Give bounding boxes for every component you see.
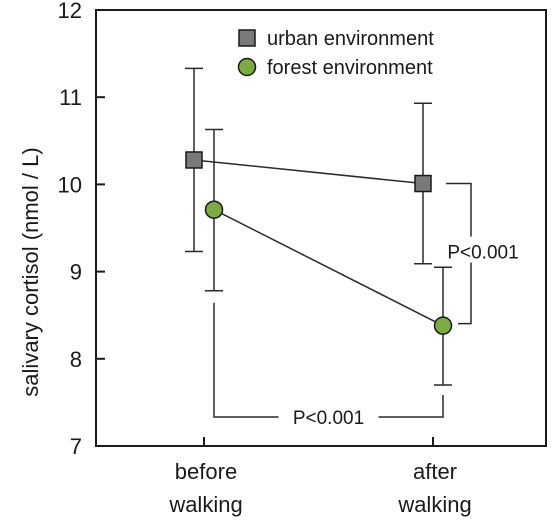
data-point-circle <box>433 316 453 335</box>
y-tick-label: 8 <box>70 347 82 372</box>
p-value-label: P<0.001 <box>447 243 518 264</box>
legend-label: forest environment <box>267 57 433 79</box>
axes <box>95 9 547 447</box>
legend-marker-square <box>238 29 256 47</box>
legend: urban environment forest environment <box>237 28 434 79</box>
x-tick-label: before <box>175 459 237 484</box>
x-tick-label: after <box>413 459 457 484</box>
bracket-label-bg <box>441 236 525 263</box>
bracket-bottom <box>213 302 444 418</box>
series-line <box>213 209 444 327</box>
legend-label: urban environment <box>267 28 434 50</box>
y-tick-label: 10 <box>58 172 82 197</box>
y-tick-label: 7 <box>70 434 82 459</box>
bracket-label-bg <box>278 403 379 429</box>
data-point-square <box>185 151 203 169</box>
plot-frame <box>95 9 547 447</box>
legend-marker-circle <box>237 57 257 77</box>
y-tick-label: 12 <box>58 0 82 23</box>
data-point-circle <box>204 200 224 219</box>
series <box>185 67 453 386</box>
y-tick-label: 11 <box>59 85 82 110</box>
data-point-square <box>414 174 432 193</box>
series-line <box>193 159 424 185</box>
y-ticks: 7 8 9 10 11 12 <box>58 0 105 459</box>
x-ticks: before walking after walking <box>168 437 472 517</box>
y-axis-label: salivary cortisol (nmol / L) <box>18 147 43 396</box>
x-tick-label: walking <box>168 492 242 517</box>
y-tick-label: 9 <box>70 260 82 285</box>
significance-brackets: P<0.001 P<0.001 <box>213 182 525 429</box>
p-value-label: P<0.001 <box>293 408 364 429</box>
x-tick-label: walking <box>397 492 471 517</box>
